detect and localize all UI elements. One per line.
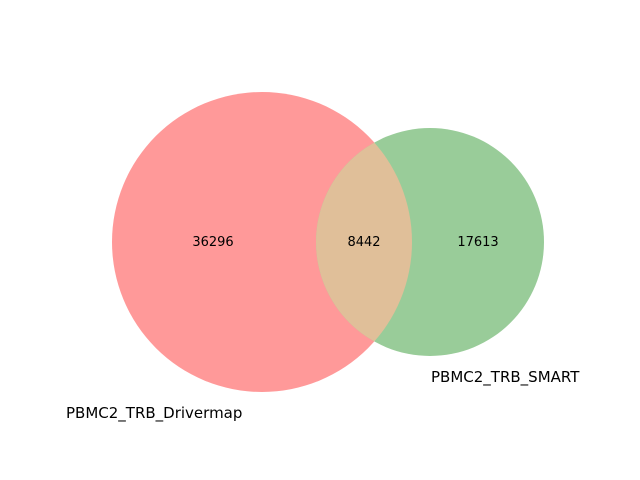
set-label-smart: PBMC2_TRB_SMART (431, 368, 580, 387)
set-label-drivermap: PBMC2_TRB_Drivermap (66, 404, 242, 423)
count-intersection: 8442 (347, 235, 380, 250)
count-smart-only: 17613 (457, 235, 498, 250)
count-drivermap-only: 36296 (192, 235, 233, 250)
set-circle-drivermap (112, 92, 412, 392)
